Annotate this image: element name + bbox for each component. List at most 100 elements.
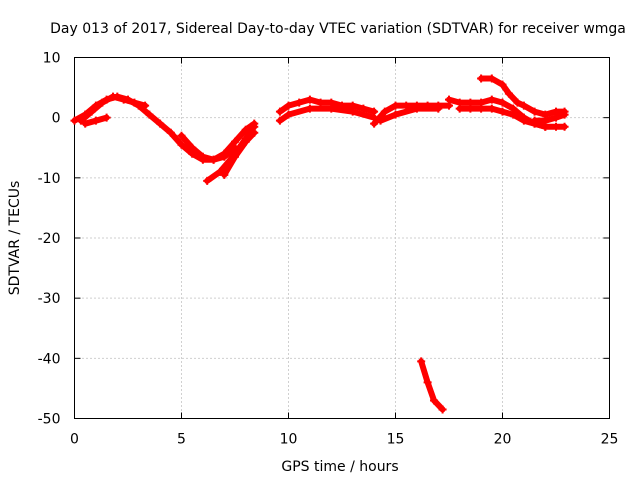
x-tick-label: 0	[70, 432, 79, 448]
data-point	[445, 95, 453, 104]
data-point	[241, 125, 250, 134]
data-point	[209, 155, 218, 164]
data-point	[530, 107, 539, 116]
series-trace	[276, 105, 378, 124]
data-point	[231, 152, 239, 161]
data-point	[177, 140, 186, 149]
axis-ticks: 0 5 10 15 20 25 -50 -40 -30 -20 -10 0 10	[38, 51, 619, 448]
series-arc-9	[370, 101, 453, 128]
data-point	[130, 98, 139, 107]
data-point	[552, 122, 560, 131]
data-point	[284, 110, 293, 119]
data-point	[455, 104, 464, 113]
series-arc-10	[376, 104, 443, 125]
data-point	[188, 143, 197, 152]
series-trace	[276, 96, 378, 115]
y-tick-label: -30	[38, 291, 61, 307]
data-point	[305, 95, 314, 104]
y-axis-label: SDTVAR / TECUs	[7, 181, 23, 296]
series-arc-13	[455, 104, 550, 131]
series-arc-6	[220, 128, 259, 179]
chart-title: Day 013 of 2017, Sidereal Day-to-day VTE…	[50, 21, 626, 37]
data-point	[305, 104, 314, 113]
data-point	[376, 116, 385, 125]
data-point	[477, 104, 486, 113]
series-arc-11	[417, 357, 447, 414]
data-point	[530, 116, 539, 125]
data-point	[198, 152, 207, 161]
data-point	[417, 357, 426, 366]
data-point	[348, 107, 357, 116]
data-point	[541, 116, 550, 125]
series-arc-1	[70, 92, 239, 164]
data-point	[316, 98, 325, 107]
series-trace	[221, 129, 258, 178]
data-point	[370, 119, 379, 128]
data-point	[241, 137, 250, 146]
data-point	[295, 98, 304, 107]
data-point	[560, 110, 569, 119]
data-point	[519, 101, 528, 110]
data-point	[380, 107, 389, 116]
data-point	[487, 74, 496, 83]
x-axis-label: GPS time / hours	[281, 459, 398, 475]
data-point	[87, 107, 96, 116]
data-point	[81, 119, 90, 128]
data-point	[102, 113, 111, 122]
data-point	[513, 98, 522, 107]
data-point	[391, 110, 400, 119]
data-point	[498, 107, 507, 116]
data-point	[412, 104, 421, 113]
data-series	[70, 74, 569, 414]
data-point	[275, 107, 284, 116]
data-point	[220, 149, 229, 158]
y-tick-label: 10	[43, 51, 61, 67]
data-point	[220, 170, 229, 179]
data-point	[231, 137, 239, 146]
series-arc-2	[76, 92, 150, 125]
data-point	[275, 116, 284, 125]
data-point	[359, 104, 368, 113]
data-point	[519, 116, 528, 125]
data-point	[487, 95, 496, 104]
data-point	[498, 98, 507, 107]
data-point	[402, 101, 411, 110]
series-arc-7	[275, 95, 379, 116]
data-point	[430, 396, 439, 405]
data-point	[391, 101, 400, 110]
data-point	[119, 95, 128, 104]
data-point	[145, 110, 154, 119]
x-tick-label: 25	[601, 432, 619, 448]
data-point	[327, 104, 336, 113]
data-point	[438, 405, 447, 414]
data-point	[98, 98, 107, 107]
data-point	[504, 89, 513, 98]
data-point	[466, 104, 475, 113]
data-point	[284, 101, 293, 110]
data-point	[109, 92, 118, 101]
data-point	[177, 131, 186, 140]
x-tick-label: 10	[280, 432, 298, 448]
data-point	[498, 80, 507, 89]
data-point	[156, 119, 165, 128]
y-tick-label: -10	[38, 171, 61, 187]
series-arc-15	[530, 110, 569, 125]
y-tick-label: -20	[38, 231, 61, 247]
data-point	[91, 116, 100, 125]
series-trace	[531, 111, 568, 124]
series-trace	[418, 358, 446, 413]
data-point	[487, 104, 496, 113]
data-point	[423, 378, 432, 387]
y-tick-label: 0	[52, 111, 61, 127]
data-point	[76, 116, 85, 125]
data-point	[477, 74, 486, 83]
x-tick-label: 20	[494, 432, 512, 448]
series-trace	[478, 75, 568, 118]
data-point	[203, 176, 212, 185]
data-point	[509, 110, 518, 119]
data-point	[434, 104, 443, 113]
data-point	[166, 128, 175, 137]
series-arc-3	[81, 113, 111, 128]
y-tick-label: -50	[38, 412, 61, 428]
